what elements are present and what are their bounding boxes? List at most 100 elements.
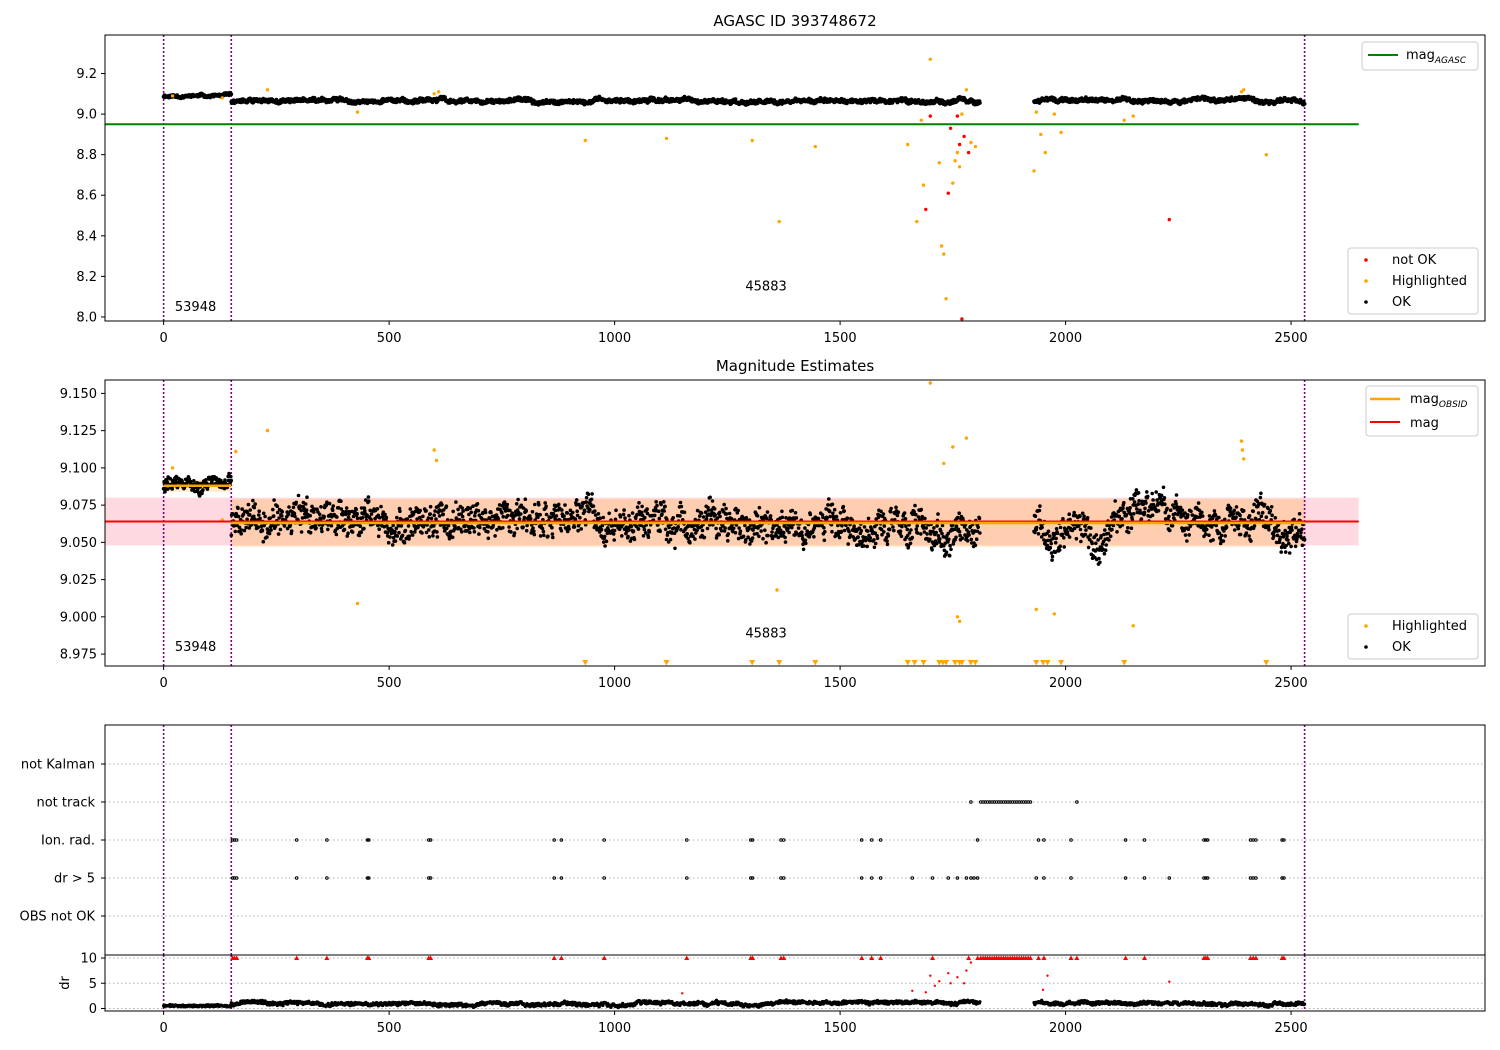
ok-point	[1062, 536, 1066, 540]
ok-point	[667, 525, 671, 530]
ok-point	[593, 509, 597, 513]
ok-point	[925, 532, 929, 536]
ok-point	[294, 500, 299, 505]
ok-point	[710, 499, 715, 503]
ok-point	[314, 526, 318, 530]
ok-point	[559, 529, 564, 533]
ok-point	[320, 529, 324, 534]
ok-point	[1285, 534, 1289, 539]
ok-point	[1128, 506, 1132, 510]
ok-point	[472, 530, 477, 534]
not-ok-point	[960, 317, 964, 321]
ok-point	[637, 501, 641, 505]
y-tick-label: 8.4	[76, 229, 97, 244]
ok-point	[590, 492, 594, 496]
ok-point	[1277, 528, 1281, 533]
ok-point	[192, 479, 196, 483]
ok-point	[400, 533, 405, 538]
ok-point	[977, 516, 982, 521]
legend-swatch-not-ok	[1364, 258, 1368, 262]
ok-point	[1234, 505, 1239, 509]
highlighted-point	[1043, 150, 1048, 155]
ok-point	[682, 510, 687, 515]
ok-point	[895, 513, 900, 518]
highlighted-point	[957, 619, 962, 623]
ok-point	[1086, 545, 1091, 550]
ok-point	[1221, 539, 1226, 543]
ok-point	[229, 478, 234, 483]
agasc-data-marks	[105, 35, 1359, 321]
ok-point	[780, 515, 785, 520]
ok-point	[629, 524, 634, 529]
ok-point	[1241, 508, 1246, 513]
ok-point	[936, 534, 941, 538]
ok-point	[905, 527, 910, 532]
ok-point	[501, 526, 505, 530]
ok-point	[244, 525, 248, 530]
ok-point	[757, 534, 761, 539]
ok-point	[765, 510, 770, 514]
ok-point	[532, 529, 536, 534]
x-tick-label: 500	[377, 331, 402, 346]
ok-point	[543, 501, 547, 505]
ok-point	[822, 538, 827, 543]
ok-point	[783, 535, 787, 540]
ok-point	[618, 515, 623, 519]
ok-point	[875, 536, 880, 541]
ok-point	[736, 508, 740, 513]
x-tick-label: 2000	[1049, 331, 1082, 346]
ok-point	[354, 507, 359, 512]
ok-point	[700, 528, 705, 533]
ok-point	[894, 505, 898, 510]
ok-point	[1154, 490, 1158, 494]
ok-point	[1120, 517, 1124, 521]
ok-point	[477, 532, 481, 536]
ok-point	[598, 516, 602, 520]
ok-point	[804, 541, 808, 546]
highlighted-point	[437, 90, 441, 94]
highlighted-point	[583, 138, 587, 143]
highlighted-point	[953, 159, 957, 163]
legend-label-not-ok: not OK	[1392, 253, 1437, 268]
agasc-legend-bottom: not OK Highlighted OK	[1347, 247, 1479, 315]
ok-point	[418, 508, 423, 513]
ok-point	[755, 514, 760, 518]
ok-point	[602, 534, 607, 539]
ok-point	[724, 506, 728, 511]
ok-point	[395, 515, 399, 520]
ok-point	[299, 530, 304, 534]
ok-point	[1050, 554, 1055, 559]
ok-point	[1283, 550, 1288, 554]
ok-point	[973, 543, 978, 547]
ok-point	[862, 544, 866, 548]
legend-swatch-highlighted	[1364, 279, 1368, 283]
highlighted-point	[1122, 118, 1126, 122]
ok-point	[934, 530, 938, 535]
ok-point	[359, 530, 364, 534]
ok-point	[599, 527, 604, 532]
ok-point	[660, 512, 664, 516]
y-tick-label: 8.0	[76, 310, 97, 325]
ok-point	[657, 509, 661, 514]
not-ok-point	[966, 150, 971, 155]
ok-point	[1256, 511, 1261, 515]
ok-point	[431, 534, 435, 538]
ok-point	[1033, 514, 1038, 518]
highlighted-point	[960, 112, 964, 116]
ok-point	[896, 510, 901, 514]
legend-label-ok: OK	[1392, 295, 1411, 310]
ok-point	[554, 514, 559, 518]
ok-point	[355, 511, 359, 516]
ok-point	[574, 498, 579, 502]
ok-point	[1244, 531, 1249, 535]
highlighted-point	[1034, 110, 1039, 114]
y-tick-label: 9.025	[60, 573, 97, 588]
ok-point	[268, 516, 272, 520]
ok-point	[257, 513, 261, 517]
ok-point	[948, 543, 952, 548]
ok-point	[486, 536, 491, 541]
ok-point	[521, 525, 525, 529]
ok-point	[630, 511, 635, 515]
ok-point	[317, 512, 322, 517]
ok-point	[524, 528, 529, 533]
